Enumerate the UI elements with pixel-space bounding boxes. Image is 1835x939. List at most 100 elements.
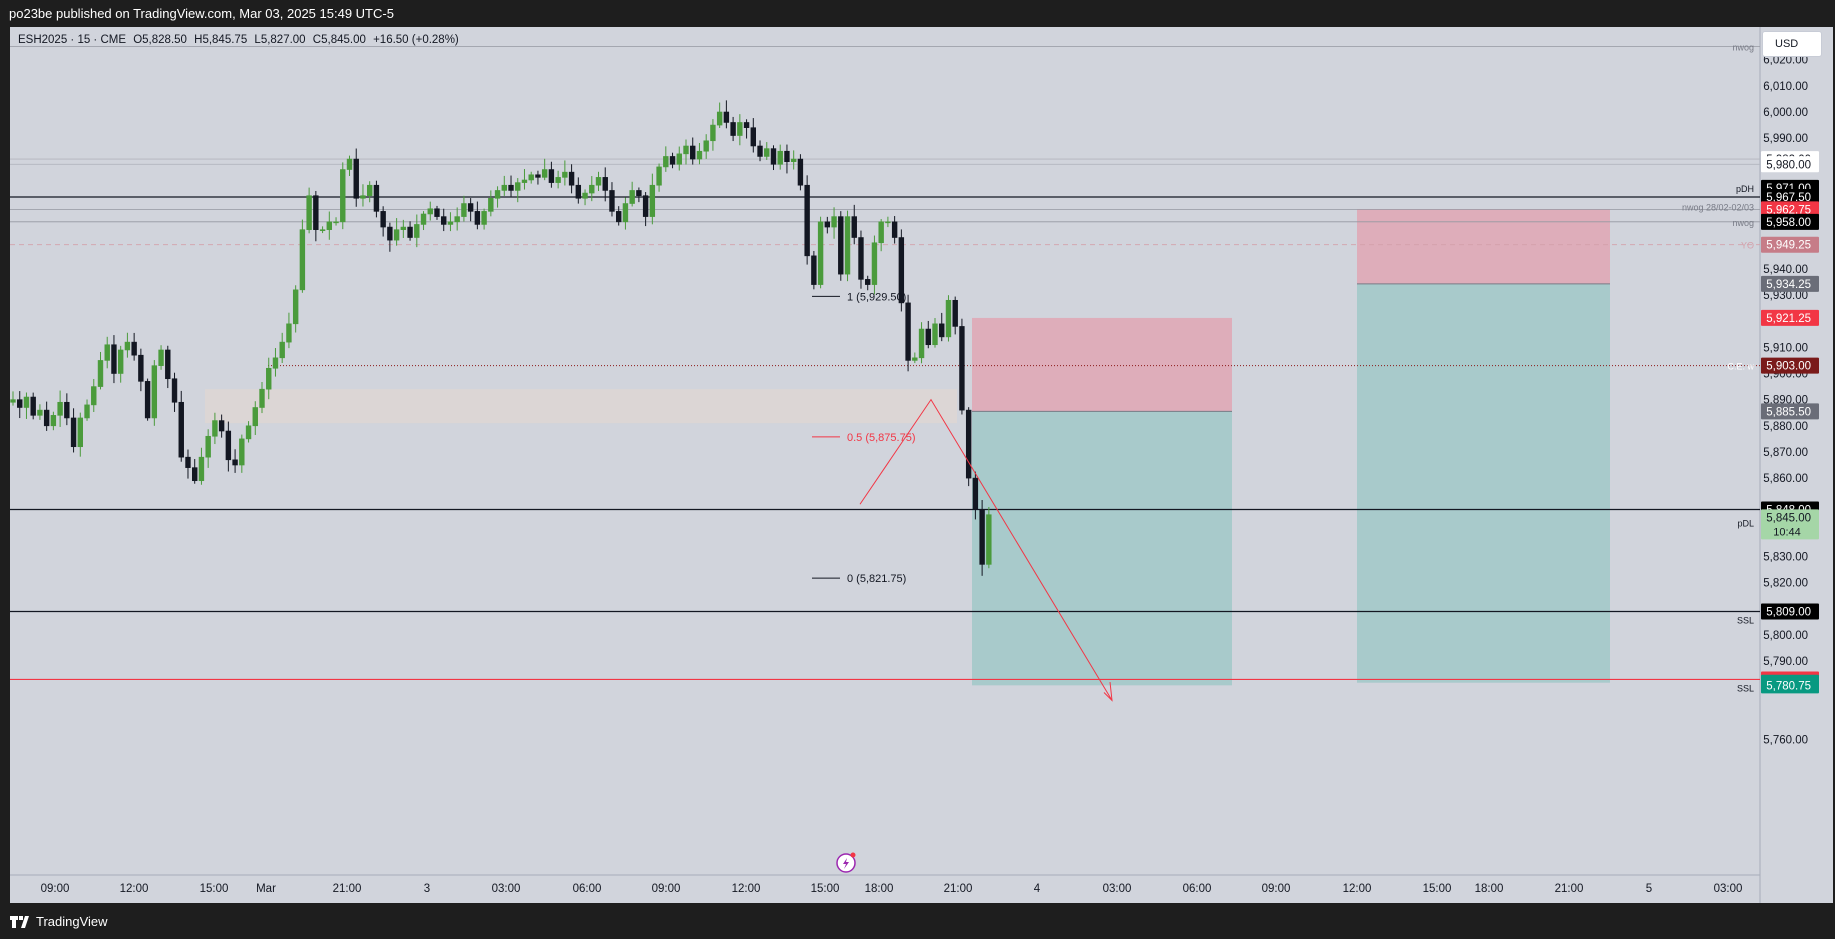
candle[interactable] [851,216,857,238]
candle[interactable] [245,425,252,440]
candle[interactable] [50,415,57,427]
candle[interactable] [346,158,353,170]
price-chart[interactable]: nwog pDH nwog 28/02-02/03 nwog YO C.E. w pDL SS… [0,27,1835,905]
candle[interactable] [952,299,958,327]
candle[interactable] [84,404,90,419]
candle[interactable] [508,184,514,191]
candle[interactable] [23,396,30,408]
candle[interactable] [521,179,528,183]
candle[interactable] [918,328,925,359]
candle[interactable] [37,409,43,416]
candle[interactable] [959,326,965,411]
candle[interactable] [723,111,730,123]
candle[interactable] [535,174,541,178]
candle[interactable] [750,127,757,147]
candle[interactable] [656,166,662,186]
candle[interactable] [690,145,696,160]
candle[interactable] [70,417,77,448]
axis-price-label[interactable] [1761,201,1819,218]
candle[interactable] [730,122,736,136]
symbol-label[interactable]: ESH2025 · 15 · CME [18,34,127,46]
candle[interactable] [104,344,110,361]
candle[interactable] [158,349,164,366]
candle[interactable] [636,190,642,196]
candle[interactable] [811,255,817,285]
axis-price-label[interactable] [1761,403,1819,420]
candle[interactable] [461,203,467,217]
candle[interactable] [43,409,50,427]
candle[interactable] [898,237,905,304]
candle[interactable] [629,190,635,204]
candle[interactable] [555,177,561,183]
candle[interactable] [266,367,272,390]
candle[interactable] [737,122,743,136]
candle[interactable] [696,150,703,160]
candle[interactable] [205,435,211,458]
candle[interactable] [784,150,790,162]
candle[interactable] [306,195,312,230]
candle[interactable] [333,221,339,224]
candle[interactable] [817,221,824,285]
candle[interactable] [138,354,144,382]
time-axis[interactable] [10,875,1760,903]
candle[interactable] [878,221,884,244]
candle[interactable] [824,221,831,228]
candle[interactable] [528,174,534,181]
candle[interactable] [912,357,918,361]
candle[interactable] [804,184,810,257]
candle[interactable] [885,221,891,224]
candle[interactable] [467,203,474,212]
candle[interactable] [420,213,427,225]
candle[interactable] [474,211,481,225]
candle[interactable] [965,409,972,479]
candle[interactable] [17,399,23,408]
candle[interactable] [299,229,306,291]
candle[interactable] [387,226,393,241]
candle[interactable] [151,365,158,419]
candle[interactable] [380,211,386,228]
candle[interactable] [64,401,70,419]
candle[interactable] [192,467,198,482]
candle[interactable] [615,211,622,223]
candle[interactable] [945,299,952,338]
candle[interactable] [831,216,837,228]
candle[interactable] [131,341,137,356]
axis-price-label[interactable] [1761,236,1819,253]
candle[interactable] [548,169,555,183]
candle[interactable] [124,341,131,351]
stop-zone[interactable] [972,317,1232,412]
candle[interactable] [225,430,232,461]
candle[interactable] [165,349,171,380]
candle[interactable] [212,420,218,437]
axis-price-label[interactable] [1761,188,1819,205]
candle[interactable] [589,184,595,194]
candle[interactable] [797,158,804,186]
candle[interactable] [891,221,898,238]
candle[interactable] [292,289,299,325]
candle[interactable] [663,156,669,168]
candle[interactable] [972,477,979,510]
candle[interactable] [562,171,568,178]
candle[interactable] [764,148,770,157]
candle[interactable] [259,388,265,408]
candle[interactable] [427,208,433,215]
candle[interactable] [905,302,911,361]
candle[interactable] [609,190,615,212]
candle[interactable] [178,401,184,458]
axis-price-label[interactable] [1761,509,1819,540]
target-zone[interactable] [972,411,1232,686]
candle[interactable] [414,224,420,238]
candle[interactable] [185,456,191,468]
candle[interactable] [353,158,359,199]
candle[interactable] [710,124,716,142]
currency-button[interactable]: USD [1762,31,1822,57]
axis-price-label[interactable] [1761,357,1819,374]
candle[interactable] [716,111,723,126]
candle[interactable] [319,229,326,231]
candle[interactable] [434,208,440,217]
candle[interactable] [313,195,319,230]
candle[interactable] [279,341,285,359]
candle[interactable] [239,438,245,466]
candle[interactable] [939,323,945,338]
fvg-zone[interactable] [205,389,957,424]
